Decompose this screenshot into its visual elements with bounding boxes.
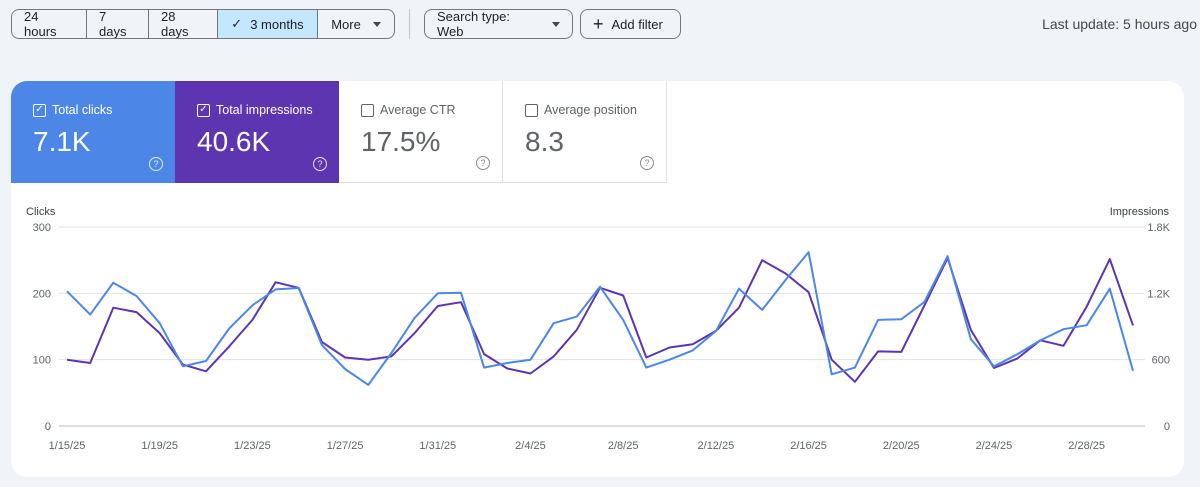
range-24-hours-button[interactable]: 24 hours	[12, 10, 87, 38]
x-tick-label: 2/28/25	[1068, 440, 1105, 452]
add-filter-button[interactable]: + Add filter	[580, 9, 681, 39]
range-label: 28 days	[161, 9, 189, 39]
metric-label: Average CTR	[361, 103, 456, 117]
metric-label-text: Total impressions	[216, 103, 313, 117]
chevron-down-icon	[552, 21, 560, 27]
range-label: 3 months	[250, 16, 304, 32]
metric-average-ctr[interactable]: Average CTR 17.5% ?	[339, 81, 503, 183]
metric-label-text: Total clicks	[52, 103, 113, 117]
performance-chart: Clicks Impressions 0 0 100 600 200 1.2K 300 1.8…	[26, 206, 1171, 452]
metric-value: 8.3	[525, 126, 564, 157]
performance-card: ✓ Total clicks 7.1K ? ✓ Total impressions …	[11, 81, 1184, 477]
y2-tick-label: 1.8K	[1147, 222, 1170, 234]
range-3-months-button[interactable]: ✓ 3 months	[218, 10, 318, 38]
y-axis-label: Clicks	[26, 206, 56, 218]
last-update: Last update: 5 hours ago	[1042, 16, 1197, 32]
y2-tick-label: 0	[1164, 421, 1170, 433]
metric-label-text: Average CTR	[380, 103, 456, 117]
y2-tick-label: 1.2K	[1147, 288, 1170, 300]
metric-value: 7.1K	[33, 126, 91, 157]
toolbar: 24 hours 7 days 28 days ✓ 3 months More S…	[11, 9, 1200, 39]
metric-label: ✓ Total clicks	[33, 103, 112, 117]
y-tick-label: 200	[33, 288, 51, 300]
date-range-selector: 24 hours 7 days 28 days ✓ 3 months More	[11, 9, 395, 39]
range-7-days-button[interactable]: 7 days	[87, 10, 149, 38]
x-tick-label: 2/12/25	[698, 440, 735, 452]
add-filter-label: Add filter	[611, 16, 663, 32]
y-tick-label: 0	[45, 421, 51, 433]
range-label: More	[331, 16, 361, 32]
metric-average-position[interactable]: Average position 8.3 ?	[503, 81, 667, 183]
range-more-button[interactable]: More	[318, 10, 394, 38]
help-icon[interactable]: ?	[476, 156, 490, 170]
x-tick-label: 2/8/25	[608, 440, 639, 452]
checkbox-checked-icon: ✓	[33, 103, 46, 117]
search-type-label: Search type: Web	[437, 9, 510, 39]
x-tick-label: 2/4/25	[515, 440, 546, 452]
x-tick-label: 2/16/25	[790, 440, 827, 452]
x-tick-label: 1/19/25	[141, 440, 178, 452]
metric-label: Average position	[525, 103, 637, 117]
y2-tick-label: 600	[1152, 355, 1170, 367]
chevron-down-icon	[372, 21, 381, 27]
y-tick-label: 100	[33, 355, 51, 367]
x-tick-label: 1/23/25	[234, 440, 271, 452]
help-icon[interactable]: ?	[149, 157, 163, 171]
metric-value: 17.5%	[361, 126, 441, 157]
help-icon[interactable]: ?	[640, 156, 654, 170]
metric-label: ✓ Total impressions	[197, 103, 313, 117]
checkbox-unchecked-icon	[525, 103, 538, 117]
toolbar-divider	[409, 9, 410, 39]
plus-icon: +	[593, 14, 604, 34]
y2-axis-label: Impressions	[1110, 206, 1170, 218]
metric-total-impressions[interactable]: ✓ Total impressions 40.6K ?	[175, 81, 339, 183]
y-tick-label: 300	[33, 222, 51, 234]
x-tick-label: 1/31/25	[419, 440, 456, 452]
range-label: 7 days	[99, 9, 127, 39]
x-tick-label: 1/27/25	[327, 440, 364, 452]
checkbox-checked-icon: ✓	[197, 103, 210, 117]
metric-label-text: Average position	[544, 103, 637, 117]
metric-total-clicks[interactable]: ✓ Total clicks 7.1K ?	[11, 81, 175, 183]
metric-value: 40.6K	[197, 126, 271, 157]
x-tick-label: 1/15/25	[49, 440, 86, 452]
help-icon[interactable]: ?	[313, 157, 327, 171]
check-icon: ✓	[231, 16, 243, 31]
x-tick-label: 2/24/25	[976, 440, 1013, 452]
clicks-series-line[interactable]	[66, 251, 1134, 386]
checkbox-unchecked-icon	[361, 103, 374, 117]
range-label: 24 hours	[24, 9, 57, 39]
x-tick-label: 2/20/25	[883, 440, 920, 452]
search-type-dropdown[interactable]: Search type: Web	[424, 9, 573, 39]
metric-tabs: ✓ Total clicks 7.1K ? ✓ Total impressions …	[11, 81, 667, 183]
range-28-days-button[interactable]: 28 days	[149, 10, 218, 38]
impressions-series-line[interactable]	[66, 257, 1134, 383]
